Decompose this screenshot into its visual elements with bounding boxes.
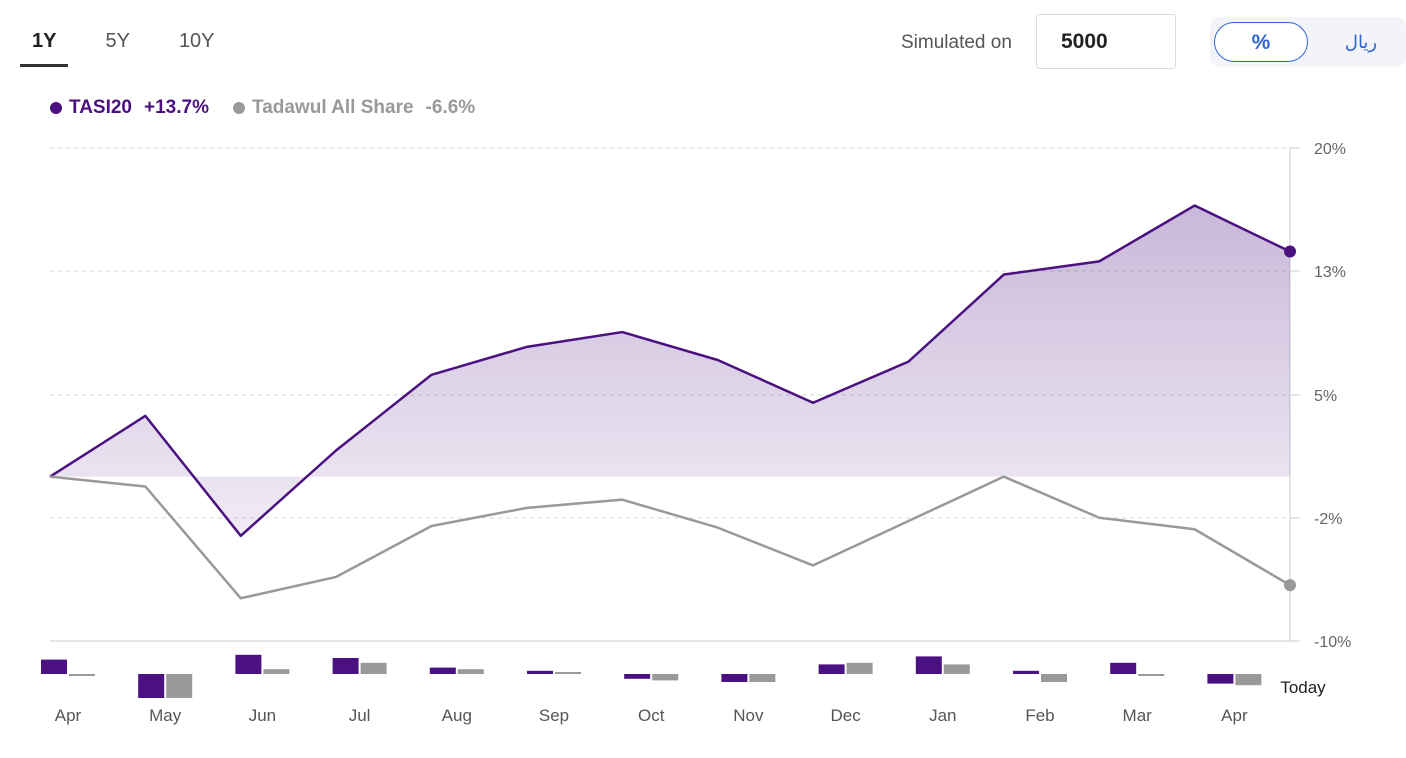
monthly-bar-0 <box>1207 674 1234 684</box>
period-tabs: 1Y 5Y 10Y <box>20 28 252 67</box>
legend-item-tadawul: Tadawul All Share -6.6% <box>233 97 475 119</box>
monthly-bar-0 <box>1110 662 1137 674</box>
y-tick-label: -10% <box>1314 634 1351 651</box>
monthly-bar-0 <box>332 658 359 674</box>
monthly-bar-1 <box>846 662 873 674</box>
monthly-bar-0 <box>41 659 67 674</box>
series-line-0 <box>49 204 1291 538</box>
y-tick-label: 5% <box>1314 388 1337 405</box>
monthly-bar-1 <box>166 674 193 698</box>
series-end-dot-1 <box>1284 579 1296 592</box>
monthly-bar-1 <box>555 672 581 674</box>
monthly-bar-0 <box>1013 670 1039 674</box>
x-tick-label: Apr <box>1221 706 1248 725</box>
series-end-dot-0 <box>1284 245 1296 258</box>
x-tick-label: Dec <box>830 706 861 725</box>
monthly-bar-1 <box>1235 674 1262 686</box>
x-tick-label: Aug <box>442 706 472 725</box>
monthly-bar-1 <box>360 662 387 674</box>
currency-toggle-button[interactable]: ريال <box>1344 32 1378 52</box>
monthly-bar-1 <box>749 674 776 682</box>
monthly-bar-1 <box>1138 674 1165 676</box>
monthly-bar-0 <box>624 674 651 679</box>
x-tick-label: Jun <box>249 706 276 725</box>
x-tick-label: Nov <box>733 706 764 725</box>
tab-5y[interactable]: 5Y <box>105 30 130 52</box>
simulation-amount-input[interactable] <box>1036 14 1176 69</box>
legend-item-tasi20: TASI20 +13.7% <box>50 97 209 119</box>
x-tick-label: Oct <box>638 706 665 725</box>
x-tick-label: Feb <box>1025 706 1054 725</box>
monthly-bar-0 <box>429 667 456 674</box>
x-tick-label: Mar <box>1123 706 1153 725</box>
unit-toggle: % ريال <box>1210 17 1406 67</box>
monthly-bar-1 <box>69 674 95 676</box>
monthly-bar-0 <box>138 674 165 698</box>
x-tick-label: May <box>149 706 182 725</box>
today-label: Today <box>1280 678 1326 697</box>
x-tick-label: Jul <box>349 706 371 725</box>
legend-name-tasi20: TASI20 <box>69 97 133 118</box>
series-line-1 <box>49 475 1291 600</box>
simulated-on-label: Simulated on <box>901 32 1012 53</box>
legend-change-tasi20: +13.7% <box>144 97 209 118</box>
monthly-bar-0 <box>915 656 942 674</box>
legend-dot-tasi20 <box>50 102 62 114</box>
chart-legend: TASI20 +13.7% Tadawul All Share -6.6% <box>50 97 499 119</box>
x-tick-label: Sep <box>539 706 569 725</box>
monthly-bar-0 <box>527 670 553 674</box>
monthly-bar-1 <box>943 664 970 674</box>
legend-change-tadawul: -6.6% <box>425 97 476 118</box>
legend-name-tadawul: Tadawul All Share <box>252 97 414 118</box>
monthly-bar-1 <box>652 674 679 681</box>
monthly-bar-0 <box>818 664 845 674</box>
monthly-bar-1 <box>457 669 484 674</box>
percent-toggle-button[interactable]: % <box>1214 22 1308 62</box>
monthly-bar-0 <box>721 674 748 682</box>
legend-dot-tadawul <box>233 102 245 114</box>
y-tick-label: 20% <box>1314 141 1346 158</box>
x-tick-label: Jan <box>929 706 956 725</box>
y-tick-label: 13% <box>1314 264 1346 281</box>
monthly-bar-1 <box>263 669 290 674</box>
monthly-bar-0 <box>235 654 262 674</box>
tab-1y[interactable]: 1Y <box>20 28 69 67</box>
monthly-bar-1 <box>1041 674 1067 682</box>
tab-10y[interactable]: 10Y <box>178 30 215 52</box>
series-area-0 <box>50 205 1290 536</box>
y-tick-label: -2% <box>1314 511 1342 528</box>
x-tick-label: Apr <box>55 706 82 725</box>
